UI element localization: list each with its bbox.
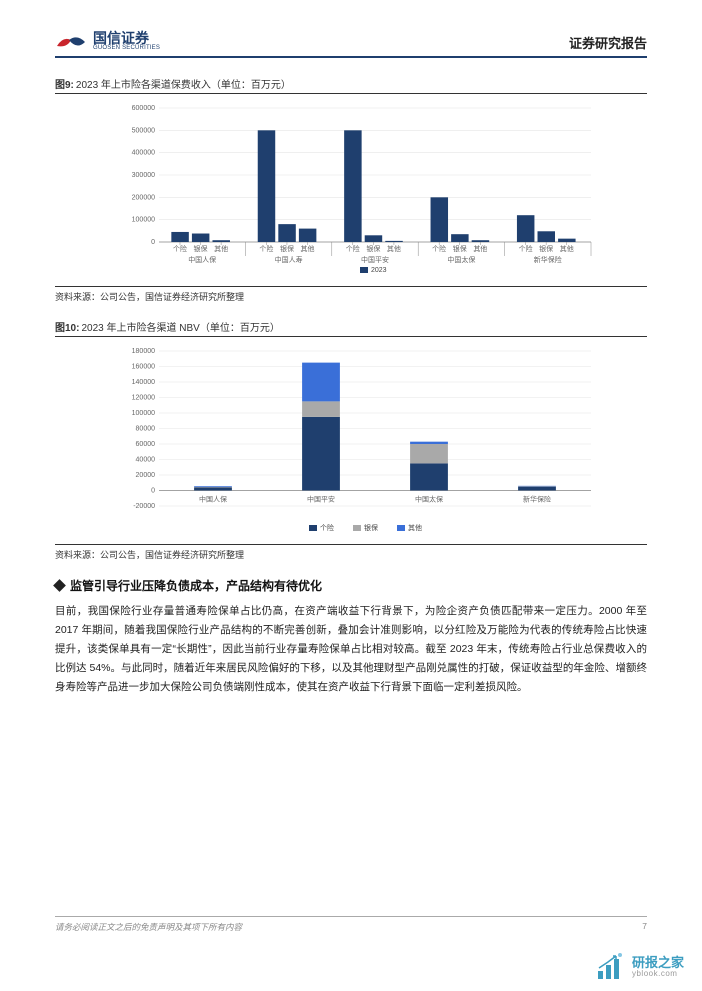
- svg-text:新华保险: 新华保险: [523, 495, 551, 504]
- svg-text:个险: 个险: [259, 244, 273, 253]
- section-heading: 监管引导行业压降负债成本，产品结构有待优化: [55, 577, 647, 594]
- svg-text:其他: 其他: [301, 244, 315, 253]
- svg-text:2023: 2023: [371, 267, 387, 274]
- svg-text:20000: 20000: [136, 472, 156, 479]
- watermark: 研报之家 yblook.com: [596, 953, 684, 981]
- page-footer: 请务必阅读正文之后的免责声明及其项下所有内容 7: [55, 916, 647, 933]
- svg-text:其他: 其他: [387, 244, 401, 253]
- svg-text:其他: 其他: [214, 244, 228, 253]
- svg-text:中国太保: 中国太保: [415, 495, 443, 504]
- svg-text:500000: 500000: [132, 127, 155, 134]
- svg-text:600000: 600000: [132, 105, 155, 112]
- svg-text:个险: 个险: [432, 244, 446, 253]
- svg-text:180000: 180000: [132, 348, 155, 355]
- brand-name-cn: 国信证券: [93, 31, 160, 45]
- watermark-url: yblook.com: [632, 970, 684, 978]
- figure-10-prefix: 图10:: [55, 319, 79, 334]
- bullet-diamond-icon: [53, 579, 66, 592]
- svg-text:其他: 其他: [560, 244, 574, 253]
- svg-text:银保: 银保: [364, 523, 378, 532]
- svg-text:中国平安: 中国平安: [361, 255, 389, 264]
- figure-9-source: 资料来源：公司公告，国信证券经济研究所整理: [55, 286, 647, 303]
- svg-text:个险: 个险: [346, 244, 360, 253]
- brand-name-en: GUOSEN SECURITIES: [93, 45, 160, 51]
- svg-text:其他: 其他: [408, 523, 422, 532]
- page-number: 7: [642, 921, 647, 933]
- svg-text:40000: 40000: [136, 457, 156, 464]
- figure-9-title: 2023 年上市险各渠道保费收入（单位：百万元）: [76, 76, 291, 91]
- section-heading-text: 监管引导行业压降负债成本，产品结构有待优化: [70, 577, 322, 594]
- svg-text:其他: 其他: [473, 244, 487, 253]
- watermark-name: 研报之家: [632, 956, 684, 970]
- svg-text:120000: 120000: [132, 395, 155, 402]
- svg-text:中国太保: 中国太保: [447, 255, 475, 264]
- footer-disclaimer: 请务必阅读正文之后的免责声明及其项下所有内容: [55, 921, 242, 933]
- figure-10-source: 资料来源：公司公告，国信证券经济研究所整理: [55, 544, 647, 561]
- figure-10-chart: -20000 0 20000 40000 60000 80000 100000 120000 1…: [101, 343, 601, 538]
- svg-text:新华保险: 新华保险: [534, 255, 562, 264]
- svg-text:100000: 100000: [132, 217, 155, 224]
- report-type: 证券研究报告: [569, 33, 647, 52]
- brand-logo: 国信证券 GUOSEN SECURITIES: [55, 30, 160, 52]
- svg-text:200000: 200000: [132, 194, 155, 201]
- svg-text:中国人寿: 中国人寿: [275, 255, 303, 264]
- svg-text:400000: 400000: [132, 150, 155, 157]
- section-body: 目前，我国保险行业存量普通寿险保单占比仍高，在资产端收益下行背景下，为险企资产负…: [55, 602, 647, 696]
- svg-text:银保: 银保: [366, 244, 380, 253]
- svg-text:-20000: -20000: [133, 503, 155, 510]
- svg-text:个险: 个险: [173, 244, 187, 253]
- figure-10-title: 2023 年上市险各渠道 NBV（单位：百万元）: [81, 319, 279, 334]
- svg-text:60000: 60000: [136, 441, 156, 448]
- svg-text:0: 0: [151, 239, 155, 246]
- svg-text:中国人保: 中国人保: [188, 255, 216, 264]
- svg-text:银保: 银保: [453, 244, 467, 253]
- svg-text:100000: 100000: [132, 410, 155, 417]
- svg-text:中国平安: 中国平安: [307, 495, 335, 504]
- figure-10: 图10: 2023 年上市险各渠道 NBV（单位：百万元） -20000 0 200…: [55, 319, 647, 538]
- svg-text:300000: 300000: [132, 172, 155, 179]
- figure-9-chart: 0100000200000300000400000500000600000个险银…: [101, 100, 601, 280]
- svg-text:个险: 个险: [519, 244, 533, 253]
- svg-text:80000: 80000: [136, 426, 156, 433]
- svg-text:个险: 个险: [320, 523, 334, 532]
- svg-text:银保: 银保: [539, 244, 553, 253]
- svg-text:0: 0: [151, 488, 155, 495]
- svg-text:银保: 银保: [194, 244, 208, 253]
- logo-icon: [55, 30, 87, 52]
- svg-text:银保: 银保: [280, 244, 294, 253]
- svg-text:160000: 160000: [132, 364, 155, 371]
- svg-text:中国人保: 中国人保: [199, 495, 227, 504]
- figure-9-prefix: 图9:: [55, 76, 74, 91]
- page-header: 国信证券 GUOSEN SECURITIES 证券研究报告: [55, 30, 647, 58]
- figure-9: 图9: 2023 年上市险各渠道保费收入（单位：百万元） 0 100000 2000…: [55, 76, 647, 280]
- svg-text:140000: 140000: [132, 379, 155, 386]
- watermark-icon: [596, 953, 626, 981]
